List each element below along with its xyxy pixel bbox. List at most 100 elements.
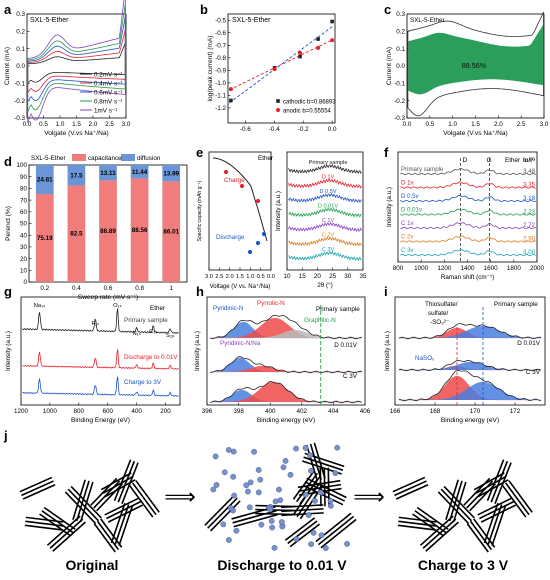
sodium-ion — [251, 448, 257, 455]
graphene-layer — [21, 480, 54, 497]
sodium-ion — [213, 482, 220, 488]
xrd-pattern-1 — [288, 178, 362, 189]
graphene-layer — [93, 480, 121, 509]
y-tick-label: 20 — [20, 256, 28, 263]
raman-ratio: 3.48 — [523, 168, 535, 175]
panel-e-left-title: Ether — [258, 155, 273, 162]
panel-f-xlabel: Raman shift (cm⁻¹) — [441, 274, 494, 281]
diffusion-bar — [99, 165, 117, 181]
sodium-ion — [221, 469, 228, 476]
graphene-layer — [395, 483, 429, 500]
graphene-layer — [319, 467, 322, 507]
y-tick-label: -0.1 — [394, 81, 405, 88]
ratio-header: Iᴅ/Iᴳ — [523, 157, 535, 164]
c3-label: C 3V — [343, 373, 358, 380]
panel-g-ylabel: Intensity (a.u.) — [5, 331, 12, 371]
graphene-layer — [67, 488, 100, 522]
y-tick-label: -1.1 — [215, 93, 226, 100]
x-tick-label: 2.5 — [517, 121, 526, 128]
x-tick-label: 400 — [131, 408, 142, 415]
panel-letter-g: g — [4, 284, 12, 299]
raman-spectrum-2 — [400, 195, 536, 203]
y-tick-label: -0.3 — [14, 115, 25, 122]
graphene-layer — [491, 505, 507, 546]
sodium-ion — [334, 444, 341, 451]
y-tick-label: 0.2 — [16, 29, 25, 36]
capacity-curve — [212, 157, 268, 242]
y-tick-label: -0.3 — [394, 115, 405, 122]
primary-label: Primary sample — [316, 306, 360, 313]
x-tick-label: 402 — [297, 408, 308, 415]
graphene-layer — [398, 520, 436, 527]
g-band-label: G — [487, 157, 492, 164]
panel-letter-a: a — [4, 2, 12, 17]
xrd-label: D 0.5V — [319, 189, 336, 195]
graphene-layer — [110, 502, 126, 544]
sodium-ion — [272, 498, 279, 505]
envelope — [210, 314, 362, 340]
y-tick-label: 50 — [20, 221, 28, 228]
x-tick-label: 2.5 — [105, 121, 114, 128]
raman-label: C 2v — [401, 234, 414, 241]
x-tick-label: 400 — [265, 408, 276, 415]
panel-e-left-ylabel: Specific capacity (mAh g⁻¹) — [197, 180, 203, 241]
raman-label: D 0.01v — [401, 207, 423, 214]
x-tick-label: 25 — [329, 273, 337, 280]
graphene-layer — [233, 513, 278, 528]
graphene-layer — [255, 504, 296, 508]
so3-label: -SO₃²⁻ — [430, 319, 449, 326]
y-tick-label: -0.2 — [14, 98, 25, 105]
x-tick-label: -0.4 — [269, 126, 280, 133]
data-point-anodic — [228, 87, 233, 92]
data-point-cathodic — [330, 19, 334, 24]
graphene-layer — [477, 497, 513, 516]
panel-d-title: SXL-5-Ether — [31, 155, 66, 162]
fit-component — [399, 381, 541, 401]
sodium-ion — [220, 521, 227, 528]
graphene-layer — [90, 477, 118, 506]
graphene-layer — [204, 494, 235, 526]
sodium-ion — [271, 544, 278, 551]
c3-label: C 3V — [526, 369, 541, 376]
sodium-ion — [332, 470, 339, 477]
data-point-anodic — [272, 67, 277, 72]
panel-i-frame — [394, 296, 546, 406]
sodium-ion — [268, 518, 275, 524]
raman-ratio: 3.18 — [523, 195, 535, 202]
sodium-ion — [322, 545, 329, 551]
sodium-ion — [267, 506, 273, 513]
raman-spectrum-0 — [400, 167, 537, 176]
y-tick-label: -0.7 — [215, 43, 226, 50]
y-tick-label: 10 — [20, 268, 28, 275]
graphene-layer — [79, 481, 94, 523]
legend-swatch — [121, 154, 135, 161]
sodium-ion — [225, 537, 232, 543]
state-point — [247, 249, 253, 255]
fit-component — [210, 357, 362, 373]
survey-label: Charge to 3V — [124, 379, 162, 386]
x-tick-label: 1000 — [43, 408, 58, 415]
panel-c-title: SXL-5-Ether — [410, 17, 445, 24]
capacitance-bar — [35, 194, 54, 282]
legend-label: anodic b=0.55554 — [283, 108, 332, 114]
sodium-ion — [231, 492, 238, 499]
x-tick-label: 800 — [393, 265, 404, 272]
fit-component — [399, 325, 541, 339]
x-tick-label: 1200 — [437, 265, 452, 272]
graphene-layer — [302, 484, 344, 506]
capacitive-area — [408, 25, 543, 95]
graphene-layer — [104, 497, 140, 516]
state-point — [255, 240, 261, 246]
pyridinic-na-label: Pyridinic-N/Na — [220, 340, 261, 347]
graphene-layer — [25, 520, 63, 527]
graphene-layer — [466, 480, 494, 509]
data-point-cathodic — [316, 37, 320, 41]
panel-letter-c: c — [384, 2, 391, 17]
data-point-anodic — [298, 50, 303, 55]
x-tick-label: 398 — [233, 408, 244, 415]
x-tick-label: 35 — [359, 273, 367, 280]
panel-letter-b: b — [200, 2, 208, 17]
graphene-layer — [392, 476, 426, 493]
diffusion-bar — [162, 165, 181, 182]
